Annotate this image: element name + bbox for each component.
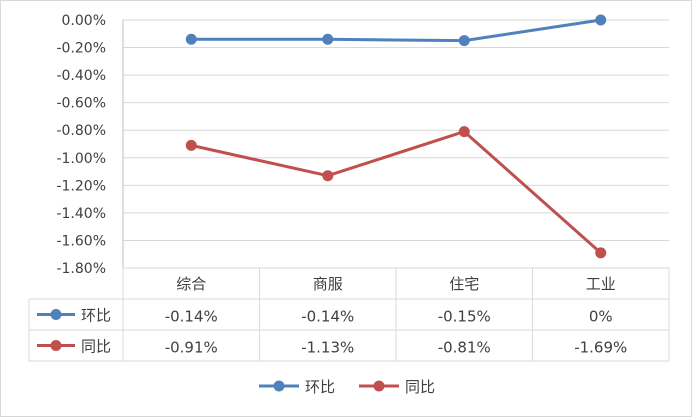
y-tick-label: -0.80% xyxy=(56,123,106,139)
y-tick-label: -0.20% xyxy=(56,41,106,57)
data-table-cell: -0.91% xyxy=(165,339,218,357)
y-tick-label: -1.20% xyxy=(56,178,106,194)
category-label: 工业 xyxy=(586,275,616,293)
data-table-cell: -0.14% xyxy=(301,308,354,326)
category-label: 商服 xyxy=(313,275,343,293)
table-series-name: 同比 xyxy=(81,338,111,356)
y-axis: 0.00% -0.20% -0.40% -0.60% -0.80% -1.00% -1.20… xyxy=(56,13,124,277)
legend-label: 环比 xyxy=(305,378,335,396)
table-legend-key-marker xyxy=(50,309,62,320)
legend: 环比 同比 xyxy=(259,378,435,396)
data-table-cell: -1.13% xyxy=(301,339,354,357)
data-table-cell: -1.69% xyxy=(574,339,627,357)
gridlines xyxy=(123,19,669,269)
series-line xyxy=(190,130,602,254)
legend-label: 同比 xyxy=(405,378,435,396)
data-table-cell: -0.15% xyxy=(438,308,491,326)
y-tick-label: -1.60% xyxy=(56,233,106,249)
y-tick-label: -1.40% xyxy=(56,206,106,222)
series-lines xyxy=(185,14,607,259)
data-point xyxy=(322,33,334,45)
data-table-cell: -0.14% xyxy=(165,308,218,326)
data-point xyxy=(185,33,197,45)
data-table-cell: 0% xyxy=(589,308,613,326)
series-line xyxy=(191,18,601,43)
data-table-cell: -0.81% xyxy=(438,339,491,357)
category-label: 综合 xyxy=(176,275,206,293)
y-tick-label: -0.60% xyxy=(56,96,106,112)
y-tick-label: -1.00% xyxy=(56,151,106,167)
data-point xyxy=(185,139,197,151)
table-series-name: 环比 xyxy=(81,307,111,325)
y-tick-label: -0.40% xyxy=(56,68,106,84)
y-tick-label: 0.00% xyxy=(62,13,106,29)
legend-key-marker xyxy=(273,380,285,392)
y-tick-label: -1.80% xyxy=(56,261,106,277)
data-point xyxy=(322,170,334,182)
category-label: 住宅 xyxy=(449,275,479,293)
data-point xyxy=(458,126,470,138)
data-point xyxy=(595,14,607,26)
table-legend-key-marker xyxy=(50,340,62,351)
data-point xyxy=(458,35,470,47)
legend-key-marker xyxy=(373,380,385,392)
data-point xyxy=(595,247,607,259)
